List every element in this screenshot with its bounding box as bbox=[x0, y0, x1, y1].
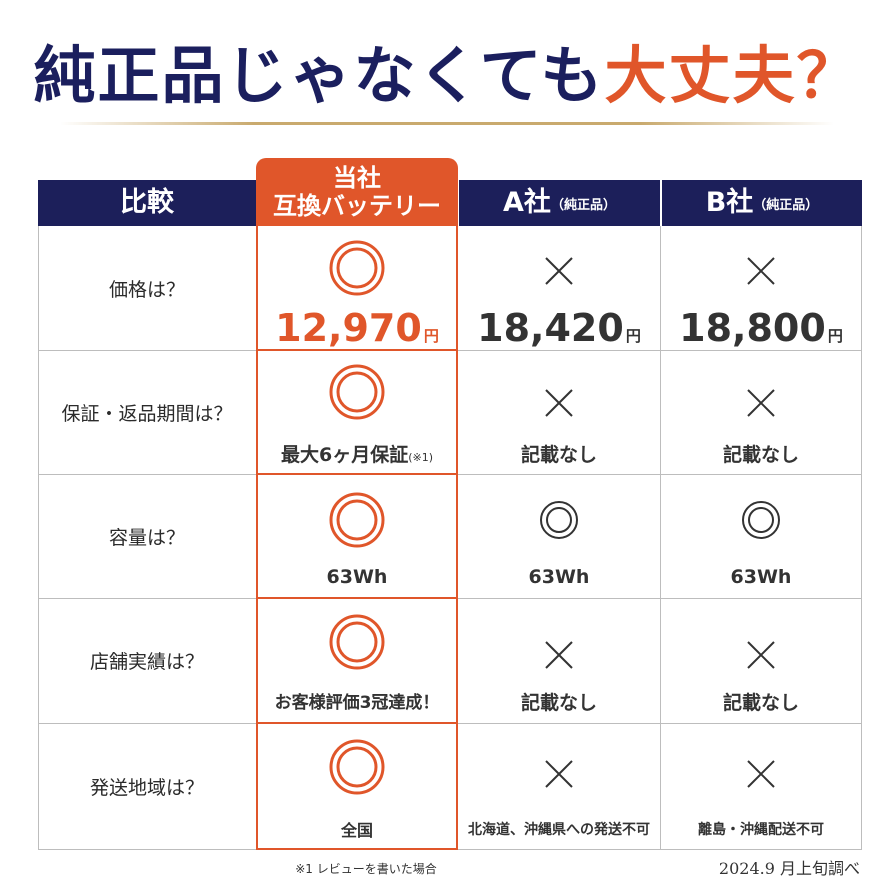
row-warranty-question: 保証・返品期間は？ bbox=[61, 402, 233, 425]
row-warranty-company-b: 記載なし bbox=[660, 350, 862, 474]
double-circle-icon bbox=[329, 614, 385, 670]
warranty-a-text: 記載なし bbox=[520, 444, 597, 466]
cross-icon bbox=[545, 257, 573, 285]
row-price-question: 価格は？ bbox=[108, 278, 185, 301]
row-warranty-ours: 最大6ヶ月保証(※1) bbox=[256, 350, 458, 474]
row-record-question: 店舗実績は？ bbox=[89, 651, 204, 673]
row-shipping-ours: 全国 bbox=[256, 723, 458, 849]
shipping-a-text: 北海道、沖縄県への発送不可 bbox=[468, 822, 650, 838]
double-circle-icon bbox=[329, 492, 385, 548]
cross-icon bbox=[747, 389, 775, 417]
row-record-ours: お客様評価3冠達成！ bbox=[256, 598, 458, 723]
row-capacity-ours: 63Wh bbox=[256, 474, 458, 598]
row-price-company-a: 18,420 円 bbox=[458, 226, 660, 350]
headline: 純正品じゃなくても大丈夫？ bbox=[0, 28, 894, 124]
footnote: ※1 レビューを書いた場合 bbox=[295, 862, 437, 876]
price-b-unit: 円 bbox=[827, 327, 843, 345]
header-company-b: B社（純正品） bbox=[660, 180, 862, 226]
row-warranty-company-a: 記載なし bbox=[458, 350, 660, 474]
cross-icon bbox=[747, 760, 775, 788]
price-a-unit: 円 bbox=[625, 327, 641, 345]
cross-icon bbox=[747, 641, 775, 669]
headline-divider bbox=[60, 122, 834, 125]
warranty-ours-text: 最大6ヶ月保証 bbox=[280, 444, 409, 466]
cross-icon bbox=[747, 257, 775, 285]
row-record-company-a: 記載なし bbox=[458, 598, 660, 723]
header-company-b-sub: （純正品） bbox=[753, 198, 819, 213]
double-circle-icon bbox=[742, 501, 780, 539]
price-ours-value: 12,970 bbox=[275, 306, 422, 350]
row-shipping-company-b: 離島・沖縄配送不可 bbox=[660, 723, 862, 849]
cross-icon bbox=[545, 760, 573, 788]
record-ours-text: お客様評価3冠達成！ bbox=[274, 693, 440, 713]
headline-part2: 大丈夫？ bbox=[604, 39, 861, 112]
row-capacity-company-a: 63Wh bbox=[458, 474, 660, 598]
cross-icon bbox=[545, 389, 573, 417]
double-circle-icon bbox=[540, 501, 578, 539]
double-circle-icon bbox=[329, 240, 385, 296]
header-company-b-label: B社 bbox=[705, 187, 754, 218]
header-our-line1: 当社 bbox=[333, 164, 381, 192]
capacity-a-text: 63Wh bbox=[528, 566, 590, 588]
price-ours-unit: 円 bbox=[423, 327, 439, 345]
cross-icon bbox=[545, 641, 573, 669]
header-compare-label: 比較 bbox=[120, 187, 174, 218]
row-price-company-b: 18,800 円 bbox=[660, 226, 862, 350]
record-b-text: 記載なし bbox=[722, 692, 799, 714]
row-capacity-company-b: 63Wh bbox=[660, 474, 862, 598]
header-company-a-sub: （純正品） bbox=[550, 198, 616, 213]
our-column-highlight bbox=[256, 226, 458, 850]
shipping-ours-text: 全国 bbox=[340, 821, 373, 840]
header-our-battery: 当社 互換バッテリー bbox=[256, 158, 458, 226]
capacity-ours-text: 63Wh bbox=[326, 566, 388, 588]
warranty-ours-note: (※1) bbox=[408, 451, 434, 464]
row-capacity-question: 容量は？ bbox=[108, 526, 185, 549]
shipping-b-text: 離島・沖縄配送不可 bbox=[698, 822, 824, 838]
price-b-value: 18,800 bbox=[679, 306, 826, 350]
header-company-a-label: A社 bbox=[503, 187, 551, 218]
row-record-company-b: 記載なし bbox=[660, 598, 862, 723]
header-compare: 比較 bbox=[38, 180, 256, 226]
row-shipping-question: 発送地域は？ bbox=[89, 776, 204, 799]
double-circle-icon bbox=[329, 739, 385, 795]
capacity-b-text: 63Wh bbox=[730, 566, 792, 588]
header-our-line2: 互換バッテリー bbox=[273, 192, 441, 220]
price-a-value: 18,420 bbox=[477, 306, 624, 350]
double-circle-icon bbox=[329, 364, 385, 420]
record-a-text: 記載なし bbox=[520, 692, 597, 714]
comparison-table: 比較 A社（純正品） B社（純正品） 当社 互換バッテリー 価格は？ 12,97… bbox=[38, 158, 862, 850]
warranty-b-text: 記載なし bbox=[722, 444, 799, 466]
row-shipping-company-a: 北海道、沖縄県への発送不可 bbox=[458, 723, 660, 849]
headline-part1: 純正品じゃなくても bbox=[33, 39, 605, 112]
row-price-ours: 12,970 円 bbox=[256, 226, 458, 350]
survey-date: 2024.9 月上旬調べ bbox=[718, 859, 860, 878]
header-company-a: A社（純正品） bbox=[458, 180, 660, 226]
